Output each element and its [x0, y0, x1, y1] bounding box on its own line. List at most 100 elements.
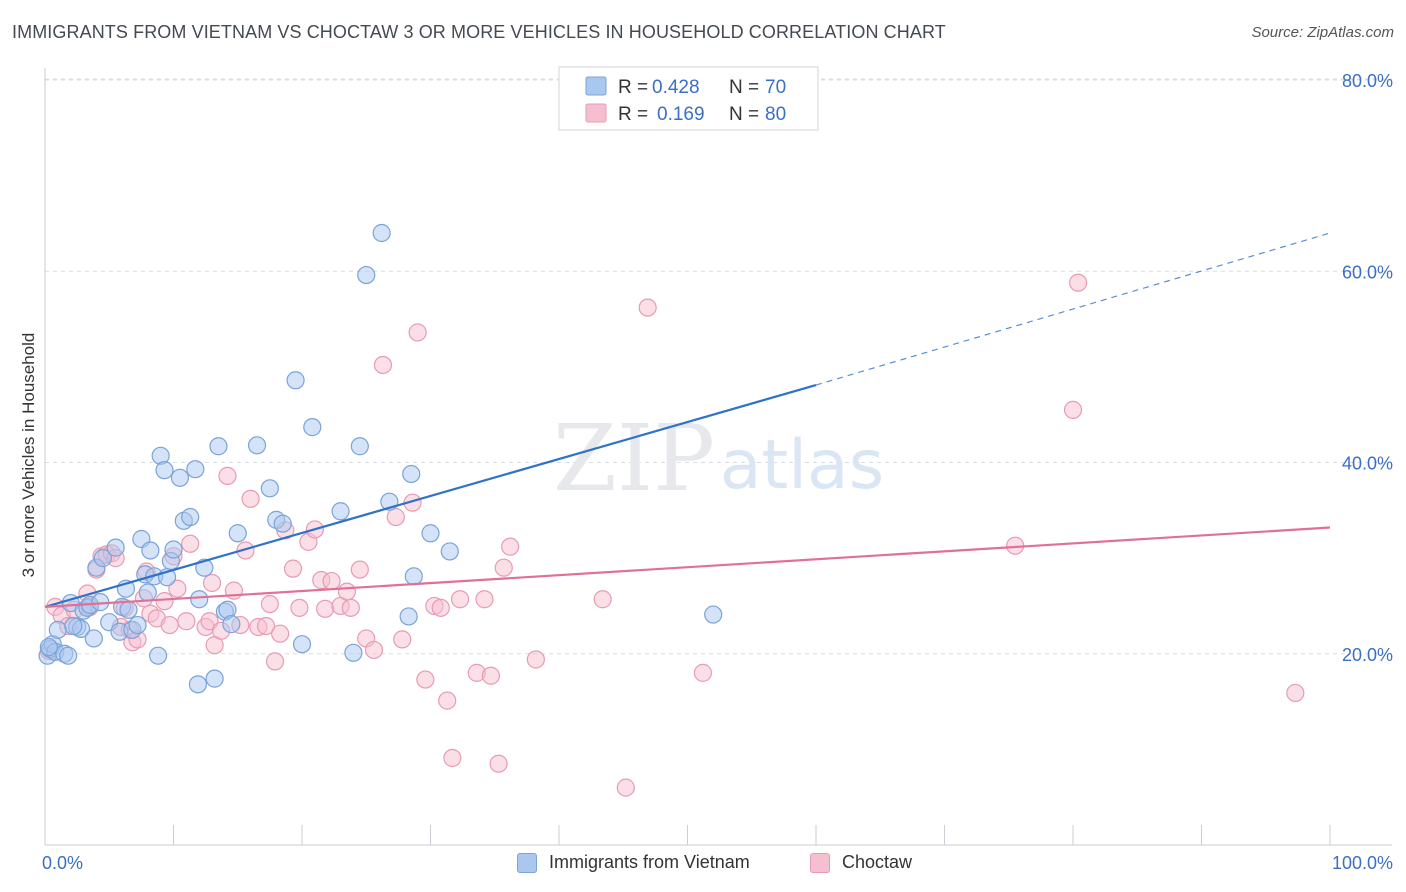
vietnam-point-37 [181, 507, 200, 527]
legend-r-value-vietnam: 0.428 [652, 77, 700, 98]
vietnam-point-47 [228, 524, 247, 543]
vietnam-point-67 [39, 637, 58, 657]
vietnam-point-31 [155, 461, 174, 480]
choctaw-point-25 [177, 612, 196, 631]
choctaw-point-32 [218, 466, 237, 485]
legend-r-label-vietnam: R = [618, 77, 648, 98]
chart-title: IMMIGRANTS FROM VIETNAM VS CHOCTAW 3 OR … [12, 22, 946, 42]
y-tick-label-0: 20.0% [1342, 645, 1393, 665]
grid-lines [45, 78, 1392, 655]
vietnam-point-27 [141, 541, 160, 560]
vietnam-point-21 [119, 600, 138, 619]
choctaw-point-24 [168, 579, 187, 598]
vietnam-point-53 [292, 635, 312, 654]
choctaw-point-53 [350, 560, 369, 579]
vietnam-point-56 [344, 643, 363, 662]
vietnam-point-23 [128, 615, 147, 635]
vietnam-point-52 [286, 371, 305, 390]
vietnam-point-51 [273, 514, 292, 533]
vietnam-point-49 [260, 479, 279, 498]
choctaw-point-71 [494, 558, 513, 577]
y-tick-label-1: 40.0% [1342, 454, 1393, 474]
legend-r-label-choctaw: R = [618, 104, 648, 125]
choctaw-point-55 [364, 640, 384, 660]
correlation-legend: R = 0.428 N = 70 R = 0.169 N = 80 [558, 66, 819, 131]
y-tick-label-3: 80.0% [1342, 71, 1393, 91]
choctaw-point-26 [181, 534, 200, 553]
choctaw-point-57 [386, 507, 405, 527]
vietnam-point-42 [205, 669, 224, 688]
x-tick-label-left: 0.0% [42, 853, 83, 873]
choctaw-point-36 [241, 489, 260, 508]
source-credit: Source: ZipAtlas.com [1251, 24, 1394, 41]
legend-swatch-choctaw-bottom [810, 852, 830, 873]
choctaw-point-69 [481, 666, 500, 685]
vietnam-point-41 [188, 675, 208, 694]
vietnam-point-34 [164, 540, 183, 559]
watermark-atlas: atlas [720, 426, 884, 505]
vietnam-trend-line [44, 383, 817, 608]
legend-n-value-vietnam: 70 [765, 77, 786, 98]
choctaw-point-81 [1286, 683, 1305, 703]
vietnam-point-39 [190, 590, 209, 609]
vietnam-point-57 [350, 437, 369, 456]
choctaw-point-65 [443, 748, 462, 768]
legend-label-choctaw: Choctaw [842, 852, 913, 872]
vietnam-point-62 [399, 607, 418, 626]
vietnam-point-46 [222, 615, 241, 634]
choctaw-point-74 [593, 590, 612, 609]
axes [44, 68, 1392, 846]
vietnam-points [38, 223, 723, 694]
choctaw-point-51 [337, 582, 357, 601]
choctaw-point-66 [450, 590, 470, 609]
x-tick-labels: 0.0% 100.0% [42, 853, 1393, 873]
choctaw-point-21 [155, 592, 174, 611]
choctaw-point-68 [475, 590, 494, 609]
choctaw-point-79 [1063, 400, 1083, 420]
vietnam-point-66 [704, 605, 723, 624]
vietnam-point-64 [421, 524, 440, 543]
vietnam-point-4 [48, 620, 67, 639]
vietnam-point-43 [209, 437, 228, 456]
watermark: ZIP atlas [553, 405, 884, 512]
vietnam-point-17 [106, 538, 125, 557]
choctaw-point-73 [526, 650, 545, 669]
choctaw-point-80 [1069, 273, 1088, 292]
vietnam-point-58 [357, 265, 376, 285]
choctaw-point-64 [438, 691, 457, 710]
vietnam-point-6 [59, 646, 78, 665]
legend-swatch-vietnam-bottom [517, 852, 537, 873]
legend-n-label-choctaw: N = [729, 104, 759, 125]
choctaw-point-48 [316, 599, 335, 618]
choctaw-point-70 [489, 754, 508, 773]
choctaw-point-38 [256, 616, 276, 636]
vietnam-point-40 [195, 558, 214, 577]
choctaw-point-61 [416, 670, 435, 689]
choctaw-point-29 [202, 573, 222, 593]
vietnam-point-48 [247, 436, 267, 455]
vietnam-point-59 [372, 223, 391, 243]
legend-n-label-vietnam: N = [729, 77, 759, 98]
choctaw-point-44 [290, 598, 309, 617]
choctaw-point-39 [260, 594, 279, 614]
choctaw-point-72 [501, 537, 520, 556]
choctaw-point-58 [393, 630, 412, 649]
vietnam-point-68 [64, 616, 83, 636]
vietnam-trend-extension [815, 232, 1331, 386]
vietnam-point-55 [331, 502, 350, 521]
choctaw-point-40 [265, 652, 285, 671]
series-legend: Immigrants from Vietnam Choctaw [0, 852, 1406, 878]
choctaw-point-63 [431, 598, 450, 617]
choctaw-point-49 [322, 571, 341, 591]
vietnam-point-15 [93, 549, 112, 568]
vietnam-point-61 [402, 464, 421, 484]
choctaw-point-22 [160, 615, 179, 635]
legend-item-vietnam: Immigrants from Vietnam [517, 852, 750, 873]
choctaw-trend-line [44, 526, 1331, 608]
vietnam-point-29 [148, 646, 168, 665]
y-tick-labels: 20.0% 40.0% 60.0% 80.0% [1342, 71, 1393, 665]
vietnam-point-63 [404, 567, 423, 586]
choctaw-point-35 [236, 541, 255, 560]
choctaw-point-56 [373, 355, 393, 375]
